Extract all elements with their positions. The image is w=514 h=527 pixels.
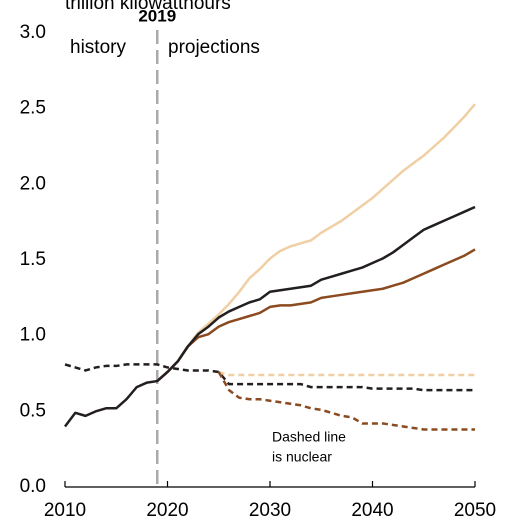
x-tick-label: 2010	[44, 500, 86, 521]
y-tick-label: 0.0	[20, 476, 46, 497]
line	[156, 248, 476, 383]
y-tick-label: 0.5	[20, 400, 46, 421]
y-tick-label: 2.5	[20, 98, 46, 119]
x-tick-label: 2050	[454, 500, 496, 521]
y-tick-label: 1.5	[20, 249, 46, 270]
x-tick-label: 2020	[146, 500, 188, 521]
x-tick-label: 2030	[249, 500, 291, 521]
projections-label: projections	[168, 37, 260, 58]
y-tick-label: 1.0	[20, 325, 46, 346]
line	[156, 103, 476, 383]
x-tick-label: 2040	[351, 500, 393, 521]
vline-label: 2019	[138, 6, 176, 25]
y-tick-label: 2.0	[20, 173, 46, 194]
y-tick-label: 3.0	[20, 22, 46, 43]
annotation: Dashed line	[272, 429, 346, 445]
history-label: history	[70, 37, 126, 58]
nuclear-line	[64, 363, 475, 392]
nuclear-line	[217, 371, 475, 431]
line	[64, 205, 476, 428]
annotation: is nuclear	[272, 449, 332, 465]
y-axis-label: trillion kilowatthours	[65, 0, 231, 14]
nuclear-line	[218, 370, 475, 377]
